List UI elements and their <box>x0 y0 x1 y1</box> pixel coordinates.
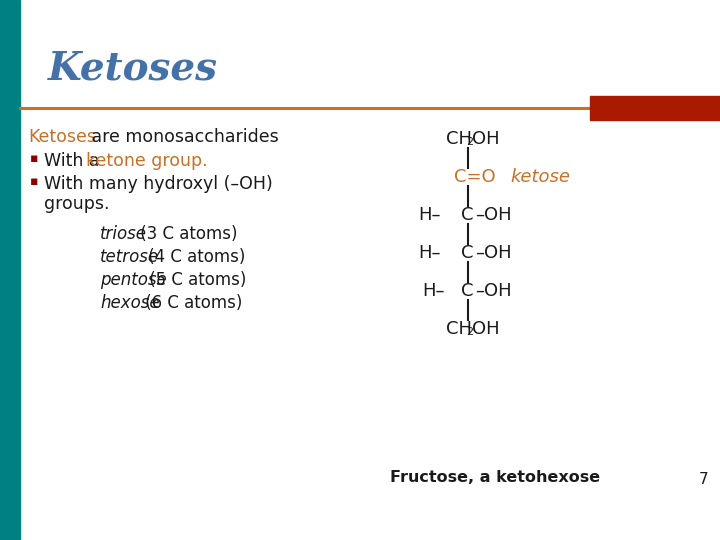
Text: CH: CH <box>446 130 472 148</box>
Text: triose: triose <box>100 225 147 243</box>
Text: H–: H– <box>418 206 441 224</box>
Bar <box>0 0 20 540</box>
Text: 2: 2 <box>466 137 473 147</box>
Text: ▪: ▪ <box>30 152 38 165</box>
Text: OH: OH <box>472 320 500 338</box>
Text: H–: H– <box>422 282 444 300</box>
Text: are monosaccharides: are monosaccharides <box>86 128 279 146</box>
Text: CH: CH <box>446 320 472 338</box>
Text: 7: 7 <box>698 472 708 487</box>
Text: With many hydroxyl (–OH): With many hydroxyl (–OH) <box>44 175 273 193</box>
Text: (6 C atoms): (6 C atoms) <box>140 294 243 312</box>
Text: H–: H– <box>418 244 441 262</box>
Text: ketose: ketose <box>510 168 570 186</box>
Text: pentose: pentose <box>100 271 167 289</box>
Text: C=O: C=O <box>454 168 495 186</box>
Text: –OH: –OH <box>475 244 512 262</box>
Text: Ketoses: Ketoses <box>28 128 96 146</box>
Bar <box>590 96 720 120</box>
Text: C: C <box>461 282 474 300</box>
Text: tetrose: tetrose <box>100 248 159 266</box>
Text: (4 C atoms): (4 C atoms) <box>143 248 246 266</box>
Text: (3 C atoms): (3 C atoms) <box>135 225 238 243</box>
Text: groups.: groups. <box>44 195 109 213</box>
Text: (5 C atoms): (5 C atoms) <box>144 271 246 289</box>
Text: ketone group.: ketone group. <box>86 152 207 170</box>
Text: –OH: –OH <box>475 206 512 224</box>
Text: Ketoses: Ketoses <box>48 49 218 87</box>
Text: C: C <box>461 206 474 224</box>
Text: 2: 2 <box>466 327 473 337</box>
Text: C: C <box>461 244 474 262</box>
Text: ▪: ▪ <box>30 175 38 188</box>
Text: hexose: hexose <box>100 294 160 312</box>
Text: OH: OH <box>472 130 500 148</box>
Text: –OH: –OH <box>475 282 512 300</box>
Text: Fructose, a ketohexose: Fructose, a ketohexose <box>390 470 600 485</box>
Text: With a: With a <box>44 152 105 170</box>
